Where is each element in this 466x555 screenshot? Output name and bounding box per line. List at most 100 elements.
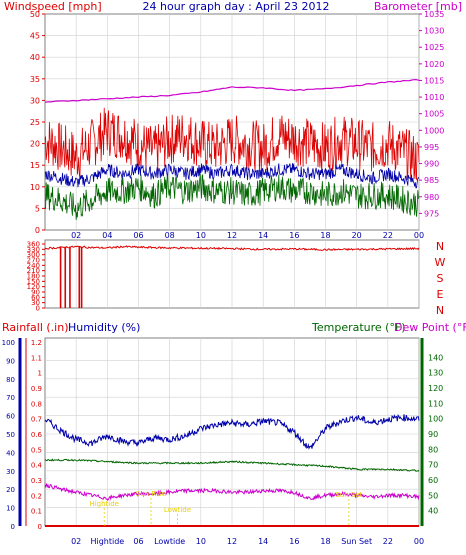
wind-series-group	[44, 78, 420, 220]
humidity-tick-label: 70	[6, 394, 15, 402]
barometer-tick-label: 1005	[424, 110, 444, 119]
direction-tick-label: 120	[27, 283, 40, 291]
wind-tick-label: 35	[30, 75, 40, 84]
humidity-label: Humidity (%)	[68, 321, 140, 334]
barometer-tick-label: 1020	[424, 60, 444, 69]
rain-axis: 0 0.1 0.2 0.3 0.4 0.5 0.6 0.7 0.8 0.9 1 1.1 1.2	[25, 338, 43, 531]
wind-tick-label: 15	[30, 161, 40, 170]
humidity-tick-label: 80	[6, 376, 15, 384]
annotation-label: Hightide	[89, 500, 119, 508]
wind-x-tick-label: 20	[352, 231, 362, 240]
direction-series-line	[44, 245, 420, 252]
direction-tick-label: 60	[31, 294, 40, 302]
wind-series-gust	[44, 107, 420, 181]
rain-grid	[45, 338, 420, 526]
wind-series-average	[44, 162, 420, 189]
rainfall-label: Rainfall (.in)	[2, 321, 69, 334]
wind-x-tick-label: 16	[289, 231, 299, 240]
direction-tick-label: 180	[27, 273, 40, 281]
rain-x-tick-label: Lowtide	[154, 537, 185, 546]
temperature-tick-label: 80	[428, 445, 438, 454]
rain-x-tick-label: Sun Set	[341, 537, 372, 546]
wind-x-tick-label: 22	[383, 231, 393, 240]
temperature-tick-label: 50	[428, 491, 438, 500]
rain-x-tick-label: 16	[289, 537, 299, 546]
temperature-label: Temperature (°F)	[311, 321, 406, 334]
direction-tick-label: 90	[31, 289, 40, 297]
barometer-tick-label: 980	[424, 193, 439, 202]
direction-tick-label: 240	[27, 262, 40, 270]
temperature-tick-label: 130	[428, 369, 443, 378]
rain-x-axis: 02 Hightide 06 Lowtide 10 12 14 16 18 Sun Set 22 00	[71, 537, 424, 546]
temperature-tick-label: 70	[428, 461, 438, 470]
rain-tick-label: 0	[38, 523, 42, 531]
rain-x-tick-label: 02	[71, 537, 81, 546]
temperature-tick-label: 110	[428, 399, 443, 408]
direction-tick-label: 360	[27, 241, 40, 249]
wind-x-tick-label: 02	[71, 231, 81, 240]
rain-tick-label: 0.4	[31, 462, 43, 470]
humidity-tick-label: 90	[6, 357, 15, 365]
direction-series-group	[44, 245, 420, 308]
tide-sun-annotations: Hightide Sun Rise Lowtide Sun Set	[89, 490, 363, 526]
wind-series-speed	[44, 173, 420, 220]
compass-label: S	[437, 272, 444, 285]
compass-label: N	[436, 240, 444, 253]
wind-tick-label: 25	[30, 118, 40, 127]
rain-tick-label: 1.2	[31, 339, 42, 347]
barometer-tick-label: 975	[424, 209, 439, 218]
rain-tick-label: 0.7	[31, 416, 42, 424]
wind-x-axis: 02 04 06 08 10 12 14 16 18 20 22 00	[71, 231, 424, 240]
wind-tick-label: 10	[30, 183, 40, 192]
annotation-label: Sun Rise	[136, 490, 166, 498]
wind-x-tick-label: 08	[165, 231, 175, 240]
humidity-tick-label: 100	[2, 339, 15, 347]
compass-label: N	[436, 304, 444, 317]
barometer-tick-label: 1030	[424, 27, 444, 36]
direction-tick-label: 300	[27, 251, 40, 259]
barometer-tick-label: 1035	[424, 10, 444, 19]
wind-tick-label: 5	[35, 204, 40, 213]
wind-tick-label: 20	[30, 140, 40, 149]
rain-series-humidity	[44, 414, 420, 450]
wind-title: Windspeed [mph]	[4, 0, 102, 13]
barometer-tick-label: 1025	[424, 43, 444, 52]
chart-title: 24 hour graph day : April 23 2012	[143, 0, 330, 13]
rain-tick-label: 0.6	[31, 431, 43, 439]
barometer-tick-label: 990	[424, 160, 439, 169]
rain-x-tick-label: 14	[258, 537, 268, 546]
humidity-tick-label: 50	[6, 431, 15, 439]
wind-x-tick-label: 04	[102, 231, 112, 240]
rain-series-dewpoint	[44, 483, 420, 501]
barometer-title: Barometer [mb]	[374, 0, 462, 13]
rain-x-tick-label: Hightide	[90, 537, 124, 546]
humidity-tick-label: 0	[11, 523, 15, 531]
wind-x-tick-label: 10	[196, 231, 206, 240]
dewpoint-label: Dew Point (°F)	[394, 321, 466, 334]
direction-tick-label: 150	[27, 278, 40, 286]
rain-tick-label: 0.9	[31, 385, 42, 393]
rain-x-tick-label: 18	[320, 537, 330, 546]
annotation-label: Lowtide	[164, 506, 191, 514]
wind-x-tick-label: 00	[414, 231, 424, 240]
rain-tick-label: 0.5	[31, 446, 42, 454]
wind-x-tick-label: 18	[320, 231, 330, 240]
rain-x-tick-label: 10	[196, 537, 206, 546]
wind-tick-label: 50	[30, 10, 40, 19]
wind-tick-label: 30	[30, 96, 40, 105]
temperature-tick-label: 60	[428, 476, 438, 485]
barometer-tick-label: 1000	[424, 126, 444, 135]
direction-tick-label: 330	[27, 246, 40, 254]
humidity-axis: 0 10 20 30 40 50 60 70 80 90 100	[2, 338, 22, 531]
humidity-tick-label: 10	[6, 505, 15, 513]
rain-tick-label: 1.1	[31, 354, 42, 362]
humidity-tick-label: 40	[6, 449, 15, 457]
wind-left-axis: 0 5 10 15 20 25 30 35 40 45 50	[30, 10, 45, 235]
wind-x-tick-label: 14	[258, 231, 268, 240]
rain-series-temperature	[44, 458, 420, 472]
direction-tick-label: 210	[27, 267, 40, 275]
